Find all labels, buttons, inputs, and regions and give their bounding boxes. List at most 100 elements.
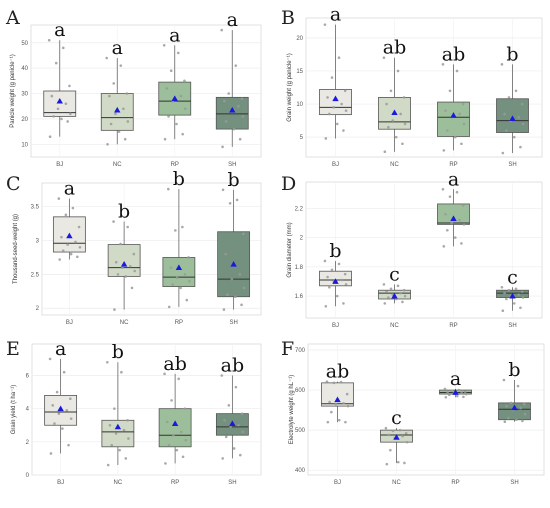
significance-letter: b	[506, 43, 518, 65]
data-point	[122, 428, 126, 432]
data-point	[323, 23, 327, 26]
data-point	[389, 448, 392, 452]
data-point	[48, 357, 52, 361]
data-point	[227, 404, 231, 407]
data-point	[67, 443, 70, 447]
data-point	[240, 303, 243, 307]
data-point	[113, 407, 116, 410]
data-point	[170, 399, 173, 402]
mean-marker	[509, 292, 516, 299]
data-point	[181, 455, 185, 459]
data-point	[241, 115, 245, 118]
data-point	[382, 56, 386, 60]
data-point	[232, 447, 236, 450]
data-point	[238, 453, 242, 457]
data-point	[396, 69, 400, 73]
y-tick-label: 700	[295, 348, 306, 354]
box-rp: a RP	[437, 168, 470, 329]
data-point	[119, 64, 123, 67]
data-point	[500, 63, 504, 66]
data-point	[187, 256, 190, 259]
data-point	[389, 89, 393, 93]
mean-marker	[452, 389, 459, 395]
data-point	[444, 212, 447, 216]
x-tick-label: NC	[114, 480, 123, 486]
data-point	[221, 457, 224, 460]
data-point	[109, 122, 113, 126]
data-point	[120, 370, 123, 374]
mean-marker	[230, 261, 237, 267]
data-point	[387, 296, 390, 299]
y-tick-label: 15	[296, 69, 303, 75]
data-point	[69, 397, 72, 401]
data-point	[457, 388, 461, 392]
data-point	[66, 120, 69, 123]
significance-letter: b	[508, 359, 520, 381]
x-tick-label: SH	[229, 320, 237, 326]
data-point	[185, 298, 189, 302]
data-point	[342, 302, 345, 305]
data-point	[385, 290, 388, 293]
data-point	[385, 462, 389, 466]
y-tick-label: 1.8	[295, 265, 304, 271]
data-point	[505, 404, 508, 408]
x-tick-label: RP	[171, 162, 179, 168]
data-point	[401, 434, 404, 438]
y-tick-label: 500	[295, 428, 306, 434]
data-point	[503, 420, 507, 424]
data-point	[126, 418, 129, 422]
significance-letter: a	[448, 168, 459, 190]
data-point	[172, 433, 175, 437]
box-sh: ab SH	[215, 355, 249, 486]
data-point	[521, 122, 525, 126]
data-point	[444, 109, 447, 112]
data-point	[501, 151, 505, 155]
data-point	[387, 433, 390, 437]
mean-marker	[332, 278, 339, 284]
data-point	[241, 430, 245, 434]
data-point	[175, 122, 178, 126]
y-axis-label: Thousand-seed-weight (g)	[13, 214, 19, 284]
data-point	[453, 135, 457, 139]
data-point	[344, 283, 348, 286]
data-point	[123, 137, 127, 141]
data-point	[242, 286, 246, 290]
data-point	[116, 273, 120, 276]
data-point	[113, 308, 116, 311]
data-point	[461, 204, 465, 207]
data-point	[118, 448, 121, 452]
box-bj: a BJ	[43, 19, 77, 168]
significance-letter: ab	[383, 37, 407, 59]
data-point	[522, 402, 526, 406]
data-point	[224, 435, 228, 439]
data-point	[51, 404, 55, 407]
mean-marker	[114, 106, 121, 113]
mean-marker	[57, 405, 64, 412]
data-point	[163, 137, 167, 141]
panel-f: F 400 500 600 700 Electrolyte weight (g hL⁻¹)…	[281, 338, 545, 486]
y-tick-label: 10	[21, 142, 28, 148]
mean-marker	[509, 115, 516, 122]
data-point	[108, 94, 111, 98]
data-point	[181, 225, 184, 229]
significance-letter: c	[389, 263, 400, 285]
data-point	[463, 390, 467, 393]
data-point	[462, 395, 465, 399]
significance-letter: a	[112, 37, 123, 59]
box-nc: a NC	[100, 37, 134, 168]
data-point	[61, 427, 64, 430]
data-point	[401, 300, 404, 304]
data-point	[124, 457, 128, 460]
data-point	[223, 418, 226, 422]
data-point	[324, 137, 328, 140]
data-point	[346, 404, 350, 408]
mean-marker	[171, 420, 179, 426]
data-point	[334, 402, 338, 406]
data-point	[181, 132, 184, 136]
data-point	[455, 394, 459, 398]
data-point	[122, 107, 125, 111]
mean-marker	[229, 420, 236, 426]
data-point	[108, 423, 112, 427]
data-point	[391, 119, 395, 122]
box-bj: ab BJ	[321, 361, 354, 486]
